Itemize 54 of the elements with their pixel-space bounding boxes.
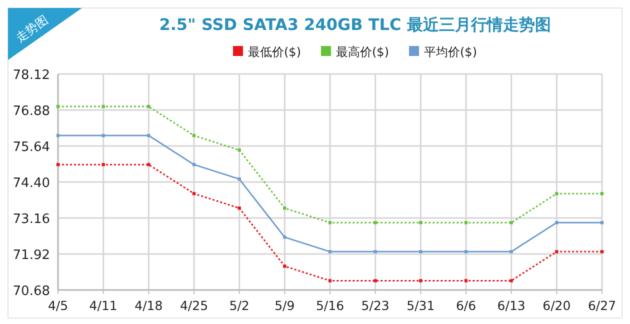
legend-label: 最低价($)	[248, 45, 301, 59]
x-tick-label: 5/23	[361, 298, 390, 313]
y-tick-label: 73.16	[12, 212, 50, 227]
point	[238, 206, 241, 210]
point	[328, 250, 332, 254]
point	[328, 279, 332, 282]
x-tick-label: 4/25	[180, 298, 208, 313]
point	[419, 221, 422, 224]
point	[419, 250, 422, 254]
point	[510, 279, 513, 282]
text: 走势图	[12, 12, 50, 45]
legend-label: 最高价($)	[336, 45, 389, 59]
point	[374, 250, 377, 254]
point	[555, 192, 558, 196]
point	[464, 279, 468, 282]
point	[464, 250, 468, 254]
point	[147, 134, 150, 138]
x-tick-label: 5/9	[274, 298, 295, 313]
point	[510, 250, 513, 254]
point	[510, 221, 513, 224]
x-tick-label: 4/5	[48, 298, 68, 313]
point	[374, 279, 377, 282]
point	[102, 162, 105, 166]
point	[555, 250, 558, 254]
y-tick-label: 75.64	[12, 140, 50, 155]
point	[238, 148, 241, 152]
point	[102, 134, 105, 138]
point	[600, 250, 604, 254]
point	[102, 104, 105, 108]
x-tick-label: 6/20	[542, 298, 571, 313]
y-tick-label: 76.88	[12, 104, 50, 119]
x-tick-label: 4/18	[134, 298, 163, 313]
legend-label: 平均价($)	[424, 45, 477, 59]
x-tick-label: 6/13	[497, 298, 526, 313]
chart-title: 2.5" SSD SATA3 240GB TLC 最近三月行情走势图	[159, 15, 551, 34]
y-tick-label: 78.12	[12, 68, 50, 83]
x-tick-label: 5/31	[406, 298, 435, 313]
x-tick-label: 6/27	[588, 298, 616, 313]
x-tick-label: 5/2	[229, 298, 250, 313]
point	[283, 206, 286, 210]
y-tick-label: 71.92	[12, 248, 50, 263]
point	[238, 177, 241, 181]
point	[283, 264, 286, 268]
point	[419, 279, 422, 282]
point	[555, 221, 558, 224]
y-tick-label: 74.40	[12, 176, 50, 191]
point	[374, 221, 377, 224]
x-tick-label: 4/11	[89, 298, 118, 313]
x-tick-label: 6/6	[456, 298, 476, 313]
point	[147, 104, 150, 108]
y-tick-label: 70.68	[12, 284, 50, 299]
x-tick-label: 5/16	[316, 298, 344, 313]
point	[283, 236, 286, 239]
point	[147, 162, 150, 166]
